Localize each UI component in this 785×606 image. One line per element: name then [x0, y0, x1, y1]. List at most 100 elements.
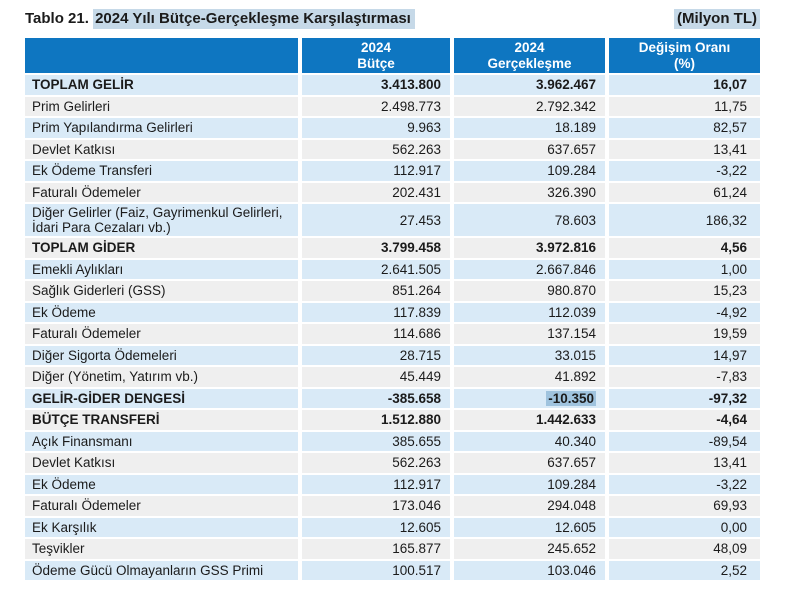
budget-value: -385.658: [302, 388, 450, 408]
budget-value: 28.715: [302, 345, 450, 365]
header-cell-change: Değişim Oranı (%): [609, 38, 760, 73]
actual-value: 40.340: [454, 431, 605, 451]
row-label: Devlet Katkısı: [25, 139, 298, 159]
change-value: 15,23: [609, 281, 760, 301]
actual-value: 637.657: [454, 453, 605, 473]
change-value: 0,00: [609, 517, 760, 537]
table-row: Teşvikler 165.877 245.652 48,09: [25, 539, 760, 559]
budget-value: 114.686: [302, 324, 450, 344]
table-row: Faturalı Ödemeler 114.686 137.154 19,59: [25, 324, 760, 344]
change-value: 13,41: [609, 139, 760, 159]
change-value: 69,93: [609, 496, 760, 516]
row-label: TOPLAM GİDER: [25, 238, 298, 258]
change-value: 16,07: [609, 75, 760, 95]
budget-table: 2024 Bütçe 2024 Gerçekleşme Değişim Oran…: [25, 38, 760, 580]
budget-value: 562.263: [302, 139, 450, 159]
change-value: -89,54: [609, 431, 760, 451]
actual-value: 3.962.467: [454, 75, 605, 95]
table-row: Ek Ödeme 117.839 112.039 -4,92: [25, 302, 760, 322]
table-row: Sağlık Giderleri (GSS) 851.264 980.870 1…: [25, 281, 760, 301]
change-value: 14,97: [609, 345, 760, 365]
document-page: Tablo 21. 2024 Yılı Bütçe-Gerçekleşme Ka…: [25, 9, 760, 580]
change-value: 11,75: [609, 96, 760, 116]
row-label: Devlet Katkısı: [25, 453, 298, 473]
actual-value: 294.048: [454, 496, 605, 516]
table-row-gelir-gider-dengesi: GELİR-GİDER DENGESİ -385.658 -10.350 -97…: [25, 388, 760, 408]
table-row: Ek Karşılık 12.605 12.605 0,00: [25, 517, 760, 537]
change-value: -3,22: [609, 161, 760, 181]
table-title-highlighted: 2024 Yılı Bütçe-Gerçekleşme Karşılaştırm…: [93, 9, 415, 29]
header-budget-line2: Bütçe: [357, 55, 395, 71]
row-label: Sağlık Giderleri (GSS): [25, 281, 298, 301]
row-label: Açık Finansmanı: [25, 431, 298, 451]
row-label: Faturalı Ödemeler: [25, 182, 298, 202]
row-label: Diğer Sigorta Ödemeleri: [25, 345, 298, 365]
unit-label: (Milyon TL): [674, 9, 760, 29]
header-actual-line1: 2024: [514, 39, 545, 55]
actual-value: 1.442.633: [454, 410, 605, 430]
table-caption-bar: Tablo 21. 2024 Yılı Bütçe-Gerçekleşme Ka…: [25, 9, 760, 29]
table-row: Diğer Gelirler (Faiz, Gayrimenkul Gelirl…: [25, 204, 760, 236]
change-value: 61,24: [609, 182, 760, 202]
actual-value: 78.603: [454, 204, 605, 236]
header-change-line2: (%): [674, 55, 695, 71]
actual-value: 2.667.846: [454, 259, 605, 279]
budget-value: 562.263: [302, 453, 450, 473]
actual-value: 980.870: [454, 281, 605, 301]
change-value: 186,32: [609, 204, 760, 236]
header-cell-empty: [25, 38, 298, 73]
table-row: Açık Finansmanı 385.655 40.340 -89,54: [25, 431, 760, 451]
table-row: Ödeme Gücü Olmayanların GSS Primi 100.51…: [25, 560, 760, 580]
row-label: Faturalı Ödemeler: [25, 496, 298, 516]
change-value: 48,09: [609, 539, 760, 559]
budget-value: 45.449: [302, 367, 450, 387]
actual-value: 2.792.342: [454, 96, 605, 116]
change-value: -4,92: [609, 302, 760, 322]
budget-value: 385.655: [302, 431, 450, 451]
change-value: 4,56: [609, 238, 760, 258]
budget-value: 12.605: [302, 517, 450, 537]
actual-value: 33.015: [454, 345, 605, 365]
table-number-label: Tablo 21.: [25, 10, 89, 27]
table-row-total-gider: TOPLAM GİDER 3.799.458 3.972.816 4,56: [25, 238, 760, 258]
change-value: -97,32: [609, 388, 760, 408]
actual-value: -10.350: [454, 388, 605, 408]
budget-value: 117.839: [302, 302, 450, 322]
budget-value: 100.517: [302, 560, 450, 580]
budget-value: 2.641.505: [302, 259, 450, 279]
row-label: Faturalı Ödemeler: [25, 324, 298, 344]
budget-value: 112.917: [302, 161, 450, 181]
row-label: Ek Ödeme: [25, 302, 298, 322]
table-row: Faturalı Ödemeler 173.046 294.048 69,93: [25, 496, 760, 516]
row-label: Diğer Gelirler (Faiz, Gayrimenkul Gelirl…: [25, 204, 298, 236]
row-label: Ödeme Gücü Olmayanların GSS Primi: [25, 560, 298, 580]
change-value: 13,41: [609, 453, 760, 473]
change-value: 82,57: [609, 118, 760, 138]
actual-value: 3.972.816: [454, 238, 605, 258]
table-row: Emekli Aylıkları 2.641.505 2.667.846 1,0…: [25, 259, 760, 279]
actual-value: 637.657: [454, 139, 605, 159]
row-label: BÜTÇE TRANSFERİ: [25, 410, 298, 430]
budget-value: 173.046: [302, 496, 450, 516]
table-row: Prim Gelirleri 2.498.773 2.792.342 11,75: [25, 96, 760, 116]
selected-text-highlight: -10.350: [546, 390, 596, 406]
header-budget-line1: 2024: [360, 39, 392, 55]
actual-value: 326.390: [454, 182, 605, 202]
actual-value: 109.284: [454, 474, 605, 494]
row-label: Ek Ödeme: [25, 474, 298, 494]
table-row: Diğer (Yönetim, Yatırım vb.) 45.449 41.8…: [25, 367, 760, 387]
header-cell-actual: 2024 Gerçekleşme: [454, 38, 605, 73]
actual-value: 112.039: [454, 302, 605, 322]
actual-value: 41.892: [454, 367, 605, 387]
actual-value: 103.046: [454, 560, 605, 580]
budget-value: 9.963: [302, 118, 450, 138]
table-header-row: 2024 Bütçe 2024 Gerçekleşme Değişim Oran…: [25, 38, 760, 73]
change-value: 2,52: [609, 560, 760, 580]
table-row: Ek Ödeme Transferi 112.917 109.284 -3,22: [25, 161, 760, 181]
budget-value: 2.498.773: [302, 96, 450, 116]
budget-value: 27.453: [302, 204, 450, 236]
budget-value: 112.917: [302, 474, 450, 494]
page-title: Tablo 21. 2024 Yılı Bütçe-Gerçekleşme Ka…: [25, 9, 415, 29]
budget-value: 202.431: [302, 182, 450, 202]
header-cell-budget: 2024 Bütçe: [302, 38, 450, 73]
